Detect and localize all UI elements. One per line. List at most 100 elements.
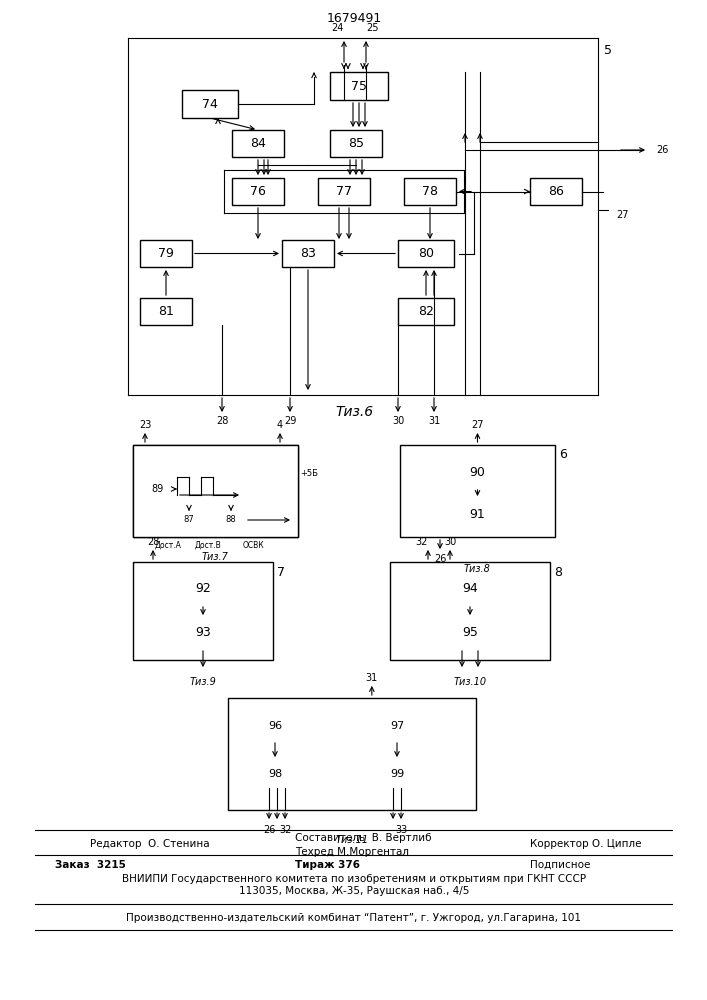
Text: 81: 81 xyxy=(158,305,174,318)
Text: Τиз.9: Τиз.9 xyxy=(189,677,216,687)
Bar xyxy=(318,178,370,205)
Text: 32: 32 xyxy=(416,537,428,547)
Bar xyxy=(418,457,537,487)
Text: 5: 5 xyxy=(604,43,612,56)
Text: Дост.A: Дост.A xyxy=(155,540,182,550)
Text: 28: 28 xyxy=(147,537,159,547)
Bar xyxy=(133,445,298,537)
Bar xyxy=(390,562,550,660)
Bar xyxy=(232,130,284,157)
Text: 82: 82 xyxy=(418,305,434,318)
Text: 8: 8 xyxy=(554,566,562,578)
Text: 88: 88 xyxy=(226,516,236,524)
Text: 99: 99 xyxy=(390,769,404,779)
Text: 91: 91 xyxy=(469,508,486,520)
Text: 77: 77 xyxy=(336,185,352,198)
Text: 31: 31 xyxy=(366,673,378,683)
Text: 26: 26 xyxy=(263,825,275,835)
Bar xyxy=(404,178,456,205)
Text: Корректор О. Ципле: Корректор О. Ципле xyxy=(530,839,641,849)
Text: 98: 98 xyxy=(268,769,282,779)
Text: ОСВК: ОСВК xyxy=(243,540,264,550)
Bar xyxy=(182,90,238,118)
Text: 87: 87 xyxy=(184,516,194,524)
Text: 4: 4 xyxy=(277,420,283,430)
Bar xyxy=(217,511,245,529)
Text: 32: 32 xyxy=(279,825,291,835)
Bar xyxy=(140,298,192,325)
Bar xyxy=(330,72,388,100)
Text: 83: 83 xyxy=(300,247,316,260)
Bar xyxy=(149,574,257,604)
Text: 84: 84 xyxy=(250,137,266,150)
Bar xyxy=(408,618,532,648)
Bar xyxy=(228,698,476,810)
Text: ВНИИПИ Государственного комитета по изобретениям и открытиям при ГКНТ СССР: ВНИИПИ Государственного комитета по изоб… xyxy=(122,874,586,884)
Bar xyxy=(530,178,582,205)
Text: 27: 27 xyxy=(472,420,484,430)
Bar xyxy=(250,712,300,740)
Text: 30: 30 xyxy=(392,416,404,426)
Text: 89: 89 xyxy=(151,484,163,494)
Bar xyxy=(149,618,257,648)
Text: Редактор  О. Стенина: Редактор О. Стенина xyxy=(90,839,209,849)
Bar xyxy=(408,574,532,604)
Text: Техред М.Моргентал: Техред М.Моргентал xyxy=(295,847,409,857)
Text: 31: 31 xyxy=(428,416,440,426)
Text: Тираж 376: Тираж 376 xyxy=(295,860,360,870)
Text: 23: 23 xyxy=(139,420,151,430)
Text: Составитель  В. Вертлиб: Составитель В. Вертлиб xyxy=(295,833,431,843)
Bar xyxy=(141,475,173,503)
Bar xyxy=(133,445,298,537)
Text: 26: 26 xyxy=(656,145,668,155)
Text: 1679491: 1679491 xyxy=(327,11,382,24)
Text: 75: 75 xyxy=(351,80,367,93)
Text: 28: 28 xyxy=(216,416,228,426)
Text: 97: 97 xyxy=(390,721,404,731)
Bar xyxy=(418,499,537,529)
Text: 95: 95 xyxy=(462,626,478,640)
Text: 96: 96 xyxy=(268,721,282,731)
Text: Τиз.10: Τиз.10 xyxy=(453,677,486,687)
Text: Заказ  3215: Заказ 3215 xyxy=(55,860,126,870)
Bar xyxy=(175,511,203,529)
Text: Τиз.11: Τиз.11 xyxy=(335,835,368,845)
Text: 113035, Москва, Ж-35, Раушская наб., 4/5: 113035, Москва, Ж-35, Раушская наб., 4/5 xyxy=(239,886,469,896)
Text: 93: 93 xyxy=(195,626,211,640)
Text: 7: 7 xyxy=(277,566,285,578)
Text: 33: 33 xyxy=(395,825,407,835)
Text: 6: 6 xyxy=(559,448,567,462)
Bar xyxy=(232,178,284,205)
Text: Производственно-издательский комбинат “Патент”, г. Ужгород, ул.Гагарина, 101: Производственно-издательский комбинат “П… xyxy=(127,913,581,923)
Text: 86: 86 xyxy=(548,185,564,198)
Text: 76: 76 xyxy=(250,185,266,198)
Text: 27: 27 xyxy=(616,210,629,220)
Text: +5Б: +5Б xyxy=(300,468,318,478)
Text: 74: 74 xyxy=(202,98,218,110)
Text: 25: 25 xyxy=(366,23,378,33)
Bar xyxy=(133,562,273,660)
Bar xyxy=(398,298,454,325)
Bar xyxy=(140,240,192,267)
Text: 90: 90 xyxy=(469,466,486,479)
Text: 94: 94 xyxy=(462,582,478,595)
Bar xyxy=(372,712,422,740)
Bar xyxy=(282,240,334,267)
Text: Дост.B: Дост.B xyxy=(194,540,221,550)
Bar xyxy=(372,760,422,788)
Text: Τиз.6: Τиз.6 xyxy=(335,405,373,419)
Bar xyxy=(250,760,300,788)
Text: 85: 85 xyxy=(348,137,364,150)
Text: Подписное: Подписное xyxy=(530,860,590,870)
Text: 26: 26 xyxy=(434,554,446,564)
Text: Τиз.8: Τиз.8 xyxy=(464,564,491,574)
Text: 79: 79 xyxy=(158,247,174,260)
Text: 29: 29 xyxy=(284,416,296,426)
Bar xyxy=(400,445,555,537)
Text: 80: 80 xyxy=(418,247,434,260)
Bar xyxy=(330,130,382,157)
Text: 24: 24 xyxy=(332,23,344,33)
Bar xyxy=(398,240,454,267)
Text: 78: 78 xyxy=(422,185,438,198)
Text: Τиз.7: Τиз.7 xyxy=(202,552,229,562)
